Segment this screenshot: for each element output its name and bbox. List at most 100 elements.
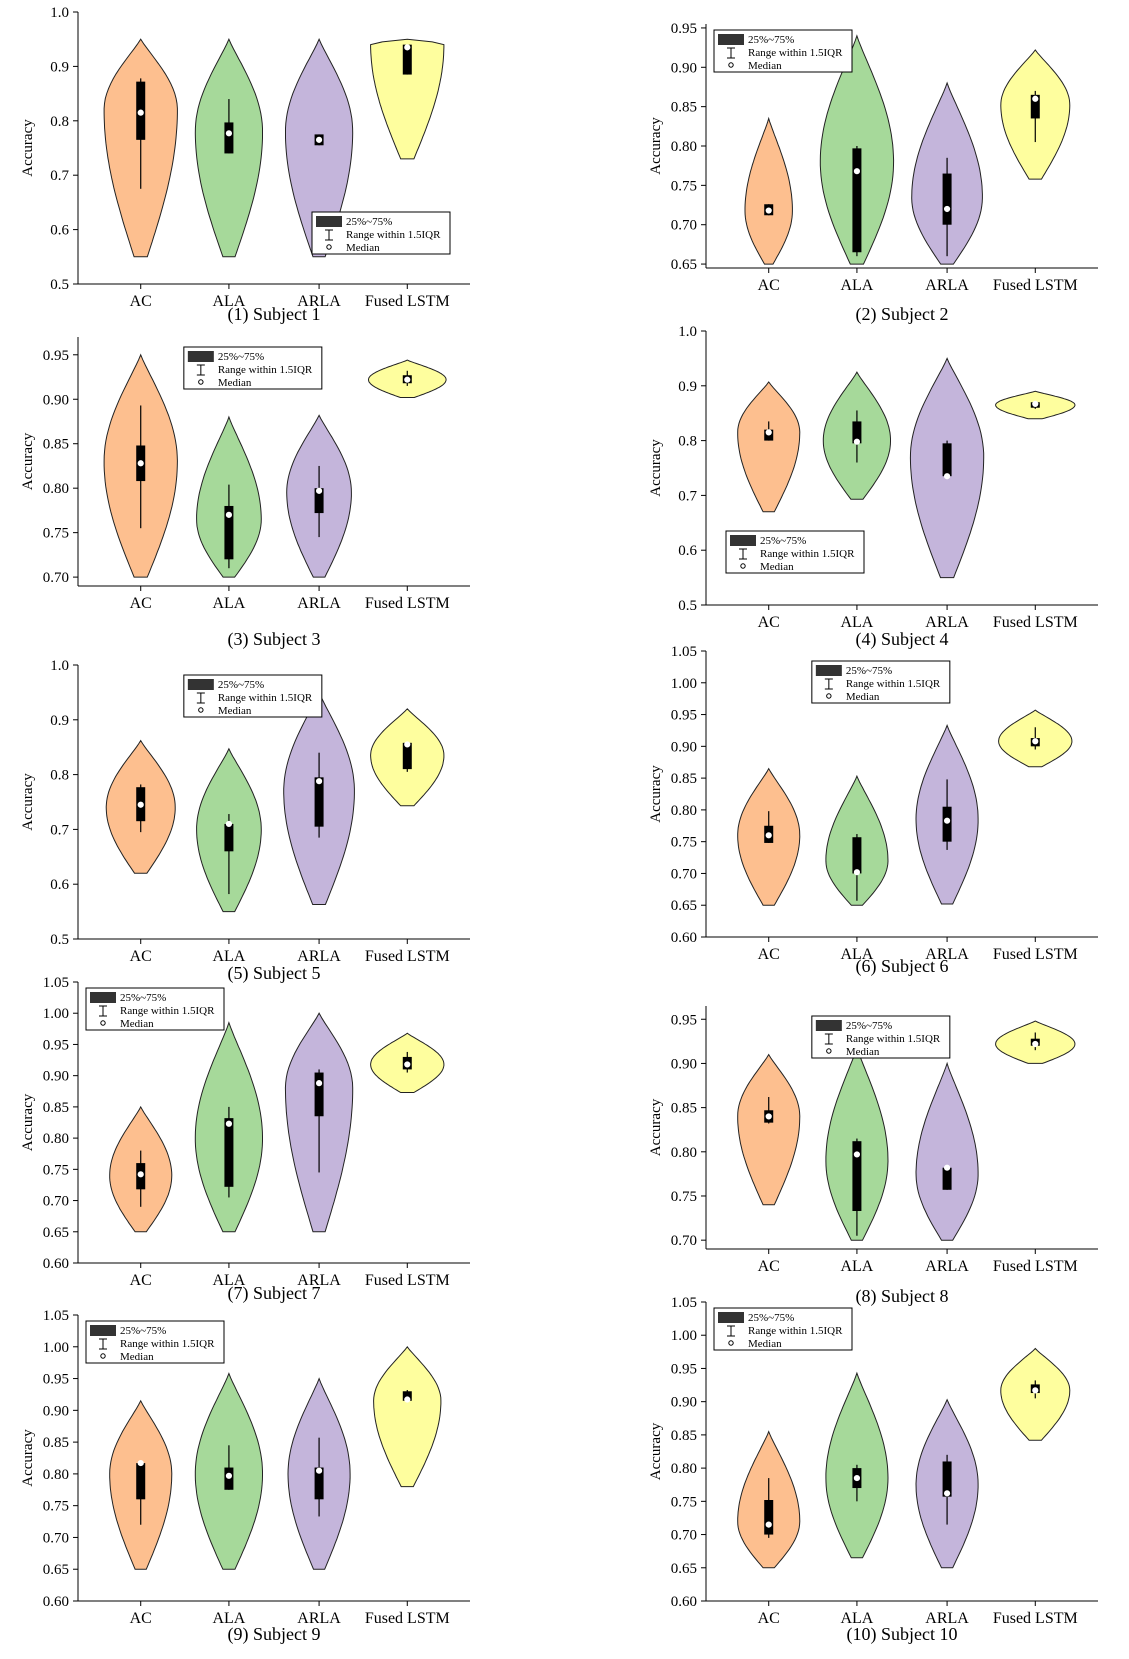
violin-median-point bbox=[853, 438, 861, 445]
y-tick-label: 0.6 bbox=[50, 223, 69, 239]
legend-label-range: Range within 1.5IQR bbox=[760, 548, 855, 560]
y-tick-label: 0.8 bbox=[678, 434, 697, 450]
legend-median-icon bbox=[728, 62, 734, 68]
y-tick-label: 0.90 bbox=[43, 1403, 69, 1419]
violin-arla bbox=[909, 357, 985, 579]
violin-iqr-box bbox=[942, 173, 952, 225]
y-tick-label: 0.70 bbox=[43, 1194, 69, 1210]
legend-median-icon bbox=[326, 244, 332, 250]
x-tick-label: AC bbox=[130, 1610, 152, 1627]
panel-caption: (1) Subject 1 bbox=[228, 304, 321, 325]
y-tick-label: 0.80 bbox=[43, 1131, 69, 1147]
panel-subject-8: 0.70 0.75 0.80 0.85 0.90 0.95 AC ALA ARLA Fused L… bbox=[648, 1006, 1098, 1307]
violin-ac bbox=[103, 38, 178, 258]
violin-iqr-box bbox=[314, 1072, 324, 1117]
y-tick-label: 0.8 bbox=[50, 768, 69, 784]
y-tick-label: 0.60 bbox=[43, 1594, 69, 1610]
legend-label-median: Median bbox=[748, 1338, 782, 1350]
legend-iqr-swatch bbox=[718, 34, 744, 45]
y-tick-label: 0.5 bbox=[50, 932, 69, 948]
legend-label-median: Median bbox=[846, 1046, 880, 1058]
violin-fused-lstm bbox=[998, 709, 1073, 768]
y-tick-label: 0.7 bbox=[50, 168, 69, 184]
legend-label-range: Range within 1.5IQR bbox=[218, 692, 313, 704]
violin-arla bbox=[286, 414, 352, 578]
y-tick-label: 0.95 bbox=[671, 708, 697, 724]
violin-median-point bbox=[1032, 1387, 1039, 1394]
legend-label-iqr: 25%~75% bbox=[760, 535, 806, 547]
y-tick-label: 0.70 bbox=[671, 866, 697, 882]
x-tick-label: ALA bbox=[212, 1272, 245, 1289]
x-tick-label: ALA bbox=[840, 1610, 873, 1627]
violin-iqr-box bbox=[136, 1463, 146, 1500]
x-tick-label: ARLA bbox=[925, 614, 969, 631]
violin-iqr-box bbox=[224, 1118, 234, 1187]
violin-iqr-box bbox=[852, 421, 862, 444]
violin-median-point bbox=[404, 1061, 411, 1068]
y-tick-label: 0.65 bbox=[43, 1562, 69, 1578]
x-tick-label: ALA bbox=[212, 1610, 245, 1627]
x-tick-label: Fused LSTM bbox=[365, 1272, 450, 1289]
violin-body bbox=[285, 37, 354, 258]
violin-median-point bbox=[853, 1151, 861, 1158]
y-tick-label: 1.0 bbox=[678, 324, 697, 340]
legend-label-median: Median bbox=[120, 1018, 154, 1030]
violin-body bbox=[373, 1345, 442, 1488]
violin-fused-lstm bbox=[370, 1032, 445, 1093]
violin-iqr-box bbox=[314, 488, 324, 514]
y-axis-label: Accuracy bbox=[648, 1098, 664, 1156]
panel-caption: (2) Subject 2 bbox=[856, 304, 949, 325]
violin-arla bbox=[284, 1012, 354, 1233]
violin-median-point bbox=[1032, 95, 1039, 102]
violin-median-point bbox=[315, 778, 323, 785]
legend-iqr-swatch bbox=[90, 992, 116, 1003]
y-axis-label: Accuracy bbox=[648, 765, 664, 823]
violin-iqr-box bbox=[852, 1141, 862, 1212]
violin-median-point bbox=[225, 130, 233, 137]
legend-frame bbox=[311, 211, 451, 255]
violin-ala bbox=[825, 1045, 889, 1241]
y-tick-label: 0.80 bbox=[671, 139, 697, 155]
violin-median-point bbox=[765, 832, 772, 839]
y-axis-label: Accuracy bbox=[648, 1422, 664, 1480]
y-axis-label: Accuracy bbox=[648, 117, 664, 175]
y-tick-label: 0.95 bbox=[43, 1372, 69, 1388]
y-tick-label: 0.75 bbox=[43, 526, 69, 542]
violin-median-point bbox=[1032, 1040, 1039, 1048]
x-tick-label: ALA bbox=[212, 293, 245, 310]
x-tick-label: ALA bbox=[840, 1258, 873, 1275]
violin-fused-lstm bbox=[367, 359, 447, 398]
y-tick-label: 0.7 bbox=[50, 822, 69, 838]
y-tick-label: 0.85 bbox=[43, 1100, 69, 1116]
y-tick-label: 0.90 bbox=[671, 60, 697, 76]
y-tick-label: 0.90 bbox=[43, 1069, 69, 1085]
violin-median-point bbox=[225, 1120, 233, 1127]
x-tick-label: ARLA bbox=[925, 1610, 969, 1627]
violin-iqr-box bbox=[1030, 94, 1040, 119]
y-tick-label: 0.90 bbox=[43, 392, 69, 408]
y-tick-label: 0.60 bbox=[671, 930, 697, 946]
legend-frame bbox=[85, 987, 225, 1031]
violin-median-point bbox=[943, 1164, 951, 1171]
legend-median-icon bbox=[100, 1020, 106, 1026]
violin-iqr-box bbox=[314, 777, 324, 827]
violin-median-point bbox=[137, 460, 144, 467]
panel-subject-10: 0.60 0.65 0.70 0.75 0.80 0.85 0.90 0.95 1.00 1.05… bbox=[648, 1295, 1098, 1645]
y-tick-label: 0.95 bbox=[43, 348, 69, 364]
legend-label-range: Range within 1.5IQR bbox=[748, 1325, 843, 1337]
y-tick-label: 0.9 bbox=[678, 379, 697, 395]
violin-ala bbox=[194, 1372, 263, 1570]
violin-fused-lstm bbox=[370, 708, 445, 807]
violin-fused-lstm bbox=[370, 38, 445, 160]
y-tick-label: 0.65 bbox=[671, 257, 697, 273]
y-tick-label: 0.90 bbox=[671, 1056, 697, 1072]
y-axis-label: Accuracy bbox=[20, 773, 36, 831]
legend-median-icon bbox=[826, 1048, 832, 1054]
violin-iqr-box bbox=[402, 742, 412, 770]
violin-fused-lstm bbox=[995, 1020, 1076, 1064]
violin-median-point bbox=[765, 207, 772, 214]
legend-label-range: Range within 1.5IQR bbox=[748, 47, 843, 59]
